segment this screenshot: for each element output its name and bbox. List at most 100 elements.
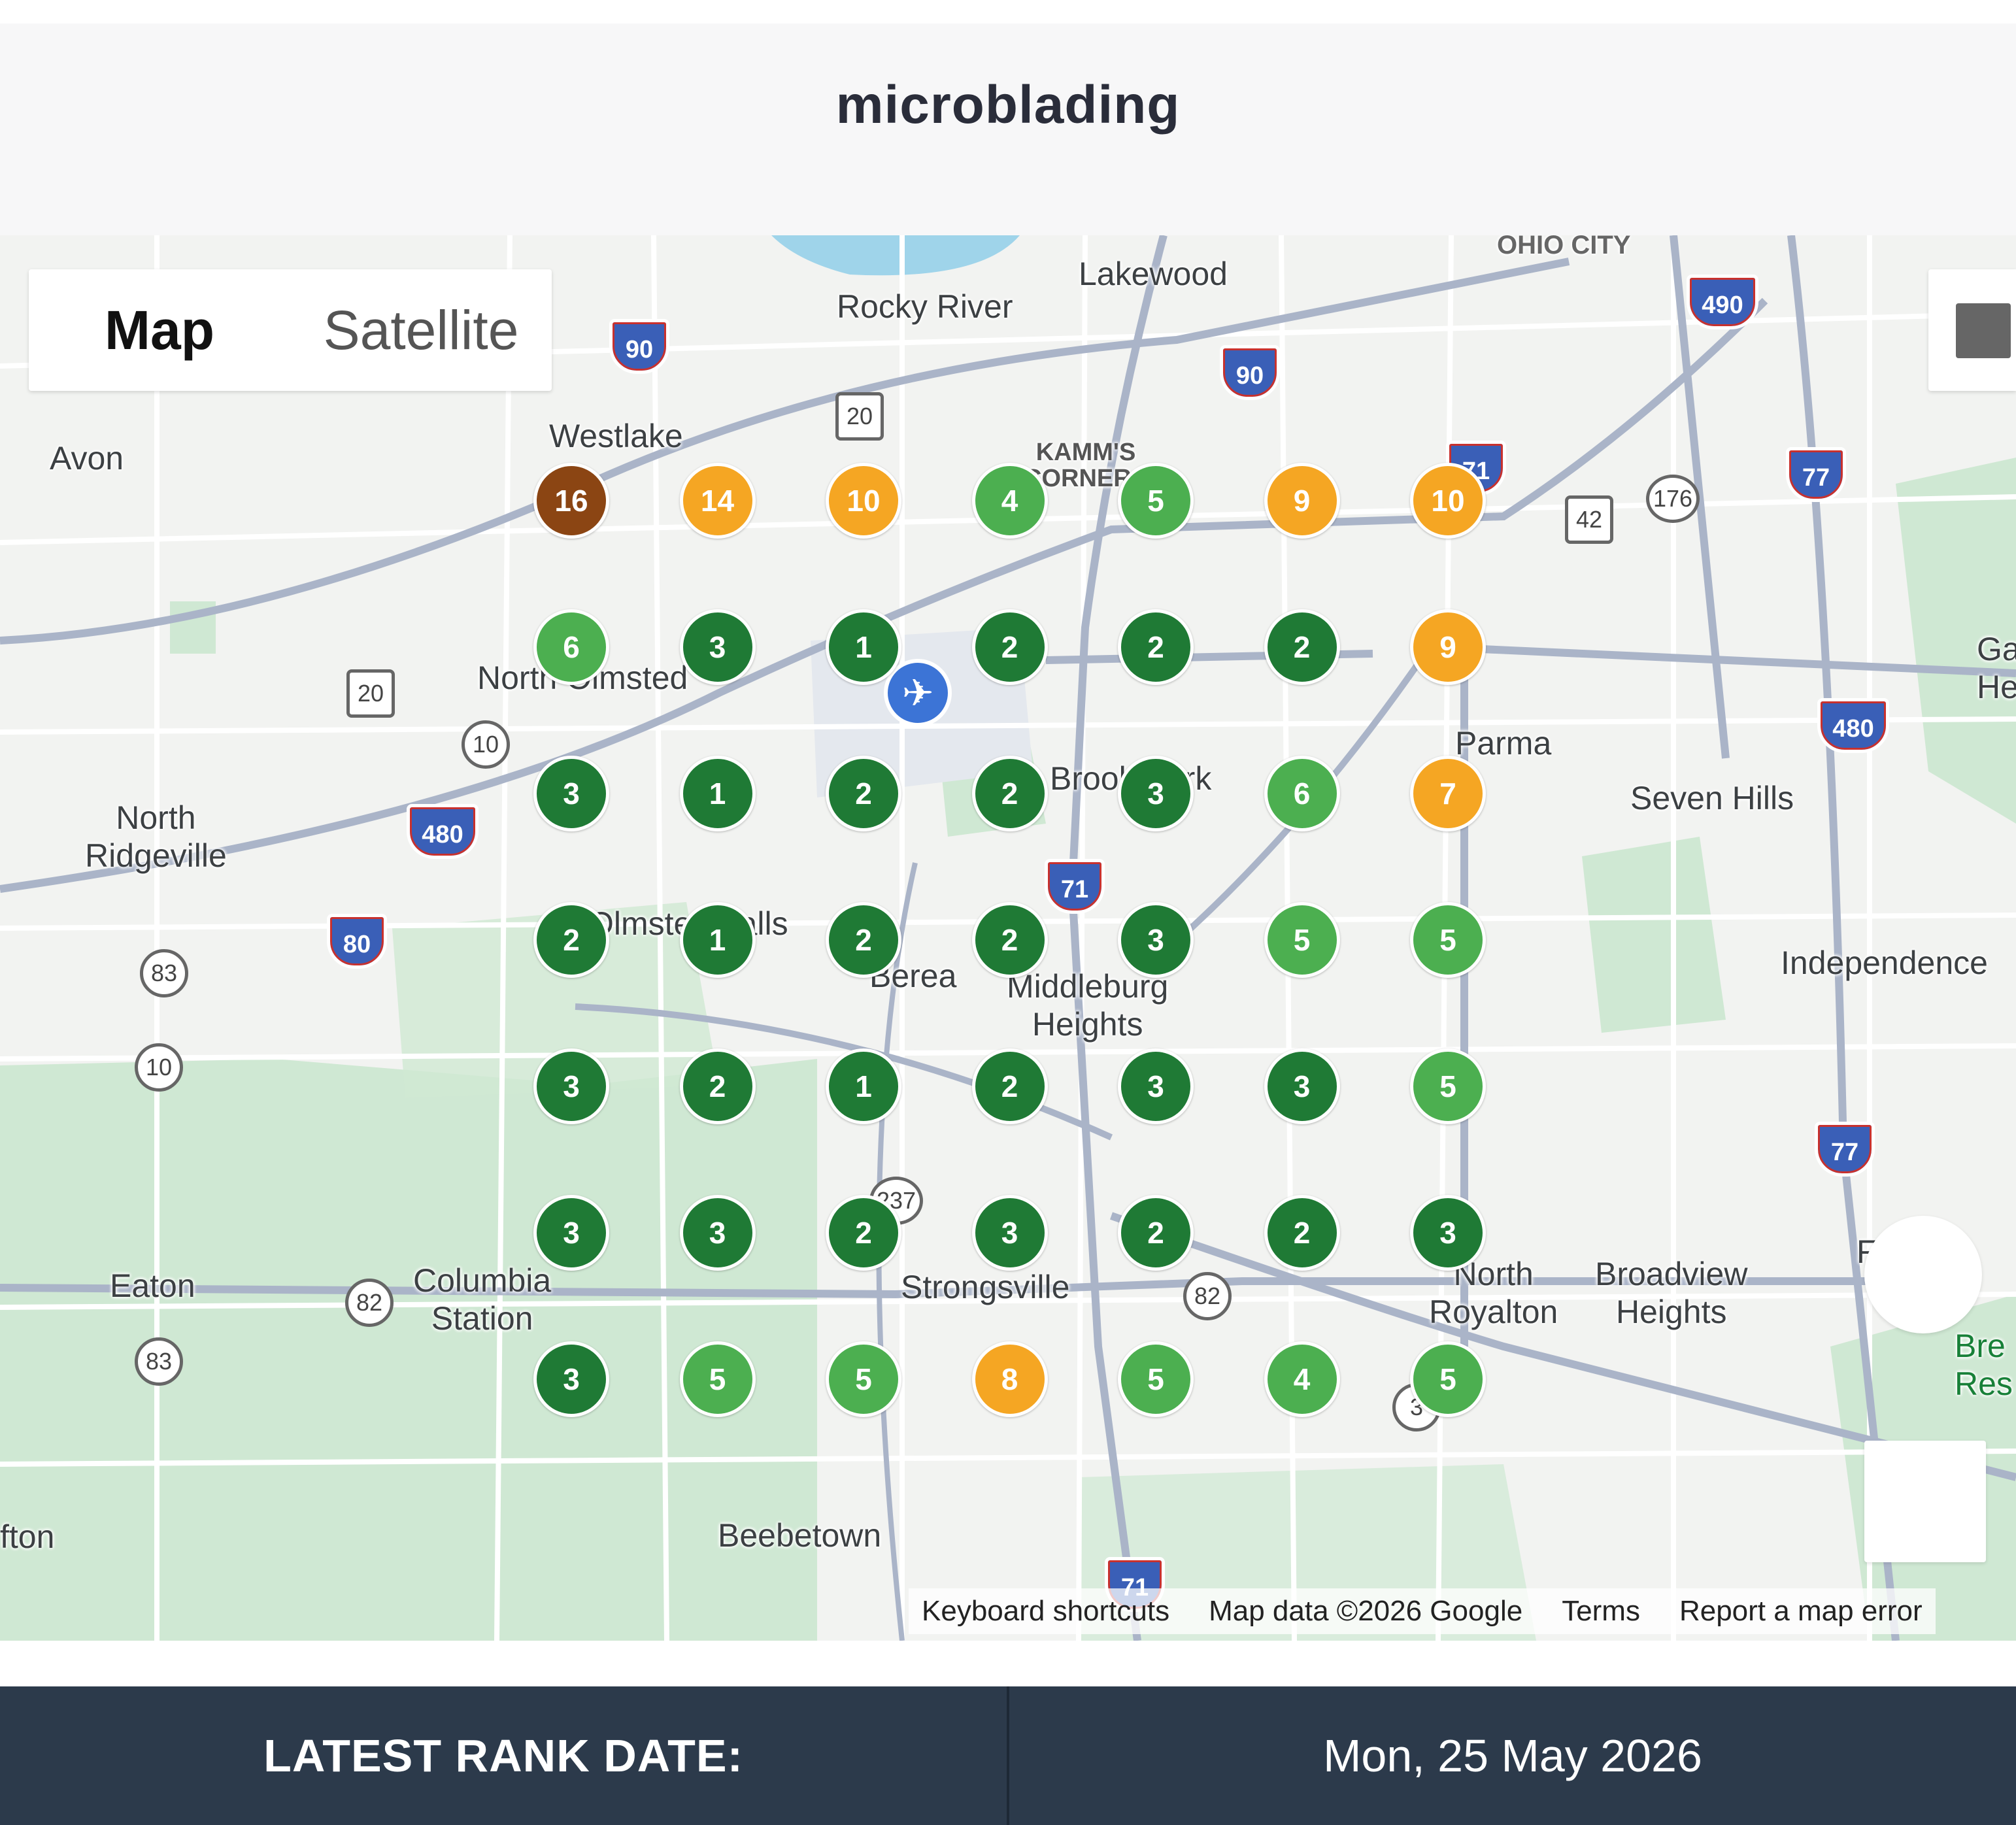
rank-pin[interactable]: 2 [826,1195,901,1271]
rank-pin[interactable]: 10 [1410,463,1486,539]
us-42-shield: 42 [1565,495,1613,544]
rank-pin[interactable]: 2 [971,609,1048,685]
place-label-middleburg-heights: Middleburg Heights [1007,968,1169,1043]
footer-divider [1007,1686,1009,1825]
rank-pin[interactable]: 2 [826,756,901,831]
rank-pin[interactable]: 2 [679,1048,756,1124]
interstate-77-shield: 77 [1786,447,1846,502]
route-82-shield: 82 [345,1279,394,1327]
place-label-avon: Avon [50,440,124,477]
rank-pin[interactable]: 3 [679,609,756,685]
airport-icon[interactable]: ✈ [884,659,952,727]
map-attribution: Keyboard shortcuts Map data ©2026 Google… [909,1588,1936,1634]
place-label-independence: Independence [1781,945,1988,981]
interstate-90-shield: 90 [609,319,669,374]
fullscreen-button[interactable] [1928,269,2016,391]
interstate-71-shield: 71 [1045,859,1105,914]
rank-pin[interactable]: 3 [1264,1048,1340,1124]
rank-pin[interactable]: 2 [1118,609,1194,685]
map-type-satellite-tab[interactable]: Satellite [323,299,519,361]
terms-link[interactable]: Terms [1562,1595,1640,1627]
place-label-broadview-heights: Broadview Heights [1595,1256,1748,1330]
rank-pin[interactable]: 3 [1118,1048,1194,1124]
rank-pin[interactable]: 2 [971,902,1048,978]
rank-pin[interactable]: 2 [533,902,609,978]
map-type-map-tab[interactable]: Map [105,299,214,361]
us-20-shield: 20 [346,669,395,718]
interstate-480-shield: 480 [1817,698,1889,753]
rank-pin[interactable]: 2 [1264,1195,1340,1271]
rank-pin[interactable]: 1 [679,756,756,831]
rank-pin[interactable]: 4 [971,463,1048,539]
rank-pin[interactable]: 5 [1118,1341,1194,1417]
rank-pin[interactable]: 8 [971,1341,1048,1417]
rank-pin[interactable]: 2 [971,1048,1048,1124]
place-label-north-ridgeville: North Ridgeville [85,799,227,874]
rank-pin[interactable]: 2 [1118,1195,1194,1271]
rank-pin[interactable]: 1 [826,1048,901,1124]
place-label-seven-hills: Seven Hills [1630,780,1794,816]
rank-pin[interactable]: 3 [533,1341,609,1417]
interstate-80-shield: 80 [327,914,387,969]
rank-pin[interactable]: 5 [826,1341,901,1417]
map-type-control: Map Satellite [29,269,552,391]
keyboard-shortcuts-link[interactable]: Keyboard shortcuts [922,1595,1170,1627]
place-label-lakewood: Lakewood [1079,256,1228,292]
place-label-brecksville-reservation: Bre Res [1955,1328,2013,1402]
rank-pin[interactable]: 9 [1264,463,1340,539]
map-canvas[interactable]: Lakewood OHIO CITY Rocky River Westlake … [0,235,2016,1641]
rank-pin[interactable]: 3 [1118,756,1194,831]
interstate-77-shield: 77 [1815,1122,1875,1177]
keyword-title: microblading [835,75,1181,135]
fullscreen-icon [1956,303,2011,358]
place-label-westlake: Westlake [549,418,683,454]
place-label-rocky-river: Rocky River [837,288,1013,325]
rank-pin[interactable]: 7 [1410,756,1486,831]
rank-pin[interactable]: 5 [1118,463,1194,539]
report-map-error-link[interactable]: Report a map error [1679,1595,1923,1627]
rank-pin[interactable]: 3 [1410,1195,1486,1271]
rank-pin[interactable]: 5 [679,1341,756,1417]
interstate-90-shield: 90 [1220,345,1280,400]
route-83-shield: 83 [140,949,188,997]
rank-pin[interactable]: 3 [1118,902,1194,978]
street-view-pegman-button[interactable] [1864,1216,1982,1333]
map-data-credit: Map data ©2026 Google [1209,1595,1523,1627]
rank-pin[interactable]: 3 [533,756,609,831]
rank-pin[interactable]: 2 [971,756,1048,831]
rank-pin[interactable]: 5 [1264,902,1340,978]
rank-pin[interactable]: 6 [533,609,609,685]
rank-pin[interactable]: 5 [1410,1341,1486,1417]
place-label-columbia-station: Columbia Station [413,1262,552,1337]
rank-pin[interactable]: 3 [679,1195,756,1271]
latest-rank-date-label: LATEST RANK DATE: [263,1730,743,1781]
route-82-shield: 82 [1183,1272,1232,1320]
report-header: microblading [0,24,2016,235]
rank-pin[interactable]: 1 [679,902,756,978]
rank-pin[interactable]: 2 [1264,609,1340,685]
place-label-parma: Parma [1455,725,1552,762]
rank-pin[interactable]: 4 [1264,1341,1340,1417]
interstate-490-shield: 490 [1687,275,1758,329]
rank-pin[interactable]: 1 [826,609,901,685]
rank-pin[interactable]: 2 [826,902,901,978]
rank-pin[interactable]: 5 [1410,902,1486,978]
rank-pin[interactable]: 3 [971,1195,1048,1271]
place-label-eaton: Eaton [110,1267,195,1304]
rank-pin[interactable]: 16 [533,463,609,539]
rank-pin[interactable]: 5 [1410,1048,1486,1124]
route-176-shield: 176 [1646,475,1700,523]
place-label-kamms-corners: KAMM'S CORNERS [1024,439,1149,492]
rank-pin[interactable]: 14 [679,463,756,539]
us-20-shield: 20 [835,392,884,441]
rank-pin[interactable]: 9 [1410,609,1486,685]
place-label-grafton: fton [0,1518,55,1555]
rank-pin[interactable]: 3 [533,1195,609,1271]
zoom-control[interactable] [1864,1441,1986,1562]
rank-pin[interactable]: 10 [826,463,901,539]
rank-pin[interactable]: 3 [533,1048,609,1124]
latest-rank-date-value: Mon, 25 May 2026 [1323,1730,1702,1781]
place-label-ohio-city: OHIO CITY [1497,235,1631,260]
route-83-shield: 83 [135,1337,183,1386]
rank-pin[interactable]: 6 [1264,756,1340,831]
